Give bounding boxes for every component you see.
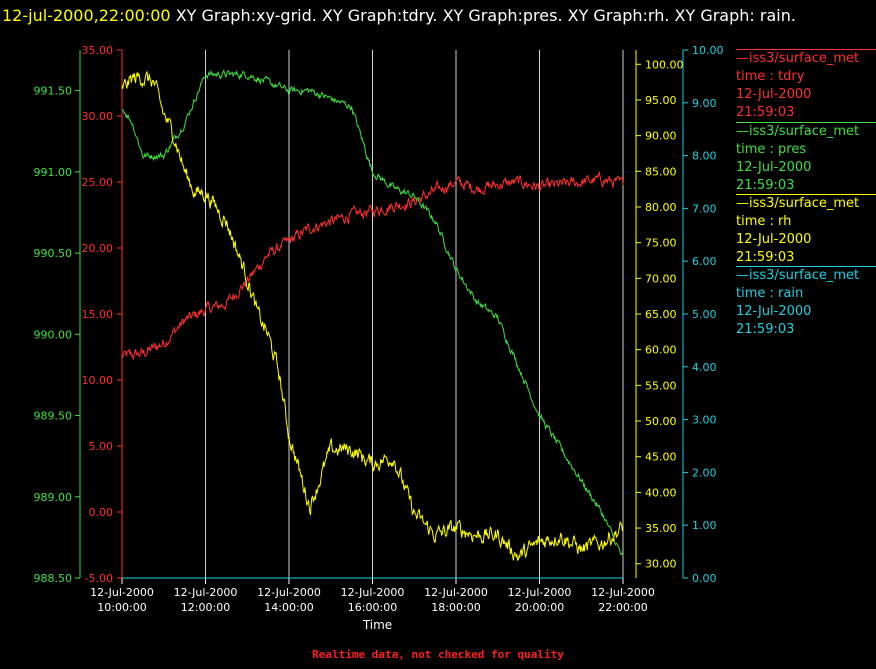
- x-tick-label-time: 20:00:00: [515, 601, 564, 614]
- legend-pres-source: —iss3/surface_met: [736, 124, 860, 139]
- rh-tick-label: 95.00: [645, 94, 677, 107]
- tdry-series-line: [121, 171, 624, 361]
- tdry-tick-label: 30.00: [82, 110, 114, 123]
- rain-tick-label: 2.00: [692, 466, 717, 479]
- x-tick-label-time: 22:00:00: [598, 601, 647, 614]
- x-tick-label-time: 10:00:00: [97, 601, 146, 614]
- rh-tick-label: 55.00: [645, 379, 677, 392]
- legend-rain-time: 21:59:03: [736, 322, 795, 337]
- tdry-tick-label: 5.00: [89, 440, 114, 453]
- legend-tdry-time: 21:59:03: [736, 105, 795, 120]
- legend-pres: —iss3/surface_met time : pres 12-Jul-200…: [736, 122, 876, 195]
- rain-tick-label: 8.00: [692, 150, 717, 163]
- rh-tick-label: 45.00: [645, 451, 677, 464]
- x-tick-label-date: 12-Jul-2000: [508, 586, 572, 599]
- x-tick-label-date: 12-Jul-2000: [424, 586, 488, 599]
- tdry-tick-label: 0.00: [89, 506, 114, 519]
- x-axis-label: Time: [362, 618, 392, 632]
- rain-tick-label: 7.00: [692, 202, 717, 215]
- rh-tick-label: 30.00: [645, 558, 677, 571]
- rh-tick-label: 85.00: [645, 165, 677, 178]
- tdry-tick-label: 10.00: [82, 374, 114, 387]
- legend-pres-date: 12-Jul-2000: [736, 160, 812, 175]
- legend-tdry-date: 12-Jul-2000: [736, 87, 812, 102]
- x-tick-label-time: 14:00:00: [264, 601, 313, 614]
- pres-tick-label: 990.00: [34, 328, 73, 341]
- pres-tick-label: 989.50: [34, 410, 73, 423]
- legend-rh-date: 12-Jul-2000: [736, 232, 812, 247]
- legend-rh-var: time : rh: [736, 214, 792, 229]
- pres-tick-label: 991.00: [34, 166, 73, 179]
- legend-rain: —iss3/surface_met time : rain 12-Jul-200…: [736, 266, 876, 339]
- rain-tick-label: 4.00: [692, 361, 717, 374]
- legend-tdry-source: —iss3/surface_met: [736, 51, 860, 66]
- x-tick-label-date: 12-Jul-2000: [90, 586, 154, 599]
- legend-rain-var: time : rain: [736, 286, 804, 301]
- header-timestamp: 12-jul-2000,22:00:00: [2, 6, 171, 25]
- rain-tick-label: 3.00: [692, 414, 717, 427]
- legend-tdry-rule: [736, 49, 876, 50]
- rh-series-line: [121, 70, 624, 562]
- x-tick-label-time: 16:00:00: [348, 601, 397, 614]
- x-tick-label-date: 12-Jul-2000: [257, 586, 321, 599]
- legend-pres-var: time : pres: [736, 142, 807, 157]
- rain-tick-label: 0.00: [692, 572, 717, 585]
- rh-tick-label: 40.00: [645, 486, 677, 499]
- legend-rh-rule: [736, 194, 876, 195]
- pres-tick-label: 991.50: [34, 85, 73, 98]
- tdry-tick-label: 20.00: [82, 242, 114, 255]
- legend-pres-time: 21:59:03: [736, 178, 795, 193]
- rain-tick-label: 6.00: [692, 255, 717, 268]
- rh-tick-label: 90.00: [645, 130, 677, 143]
- legend-tdry-var: time : tdry: [736, 69, 805, 84]
- legend-pres-rule: [736, 122, 876, 123]
- rain-tick-label: 10.00: [692, 44, 724, 57]
- x-tick-label-date: 12-Jul-2000: [341, 586, 405, 599]
- rain-tick-label: 5.00: [692, 308, 717, 321]
- pres-tick-label: 990.50: [34, 247, 73, 260]
- rh-tick-label: 50.00: [645, 415, 677, 428]
- header-graph-titles: XY Graph:xy-grid. XY Graph:tdry. XY Grap…: [175, 6, 796, 25]
- rh-tick-label: 75.00: [645, 237, 677, 250]
- x-tick-label-date: 12-Jul-2000: [591, 586, 655, 599]
- legend-rh: —iss3/surface_met time : rh 12-Jul-2000 …: [736, 194, 876, 267]
- pres-series-line: [121, 69, 624, 556]
- tdry-tick-label: 15.00: [82, 308, 114, 321]
- legend-rain-rule: [736, 266, 876, 267]
- rh-tick-label: 35.00: [645, 522, 677, 535]
- tdry-tick-label: 35.00: [82, 44, 114, 57]
- rh-tick-label: 60.00: [645, 344, 677, 357]
- x-tick-label-time: 12:00:00: [181, 601, 230, 614]
- x-tick-label-date: 12-Jul-2000: [174, 586, 238, 599]
- pres-tick-label: 988.50: [34, 572, 73, 585]
- tdry-tick-label: -5.00: [85, 572, 113, 585]
- rh-tick-label: 65.00: [645, 308, 677, 321]
- legend-rain-source: —iss3/surface_met: [736, 268, 860, 283]
- pres-tick-label: 989.00: [34, 491, 73, 504]
- rain-tick-label: 1.00: [692, 519, 717, 532]
- legend-rh-time: 21:59:03: [736, 250, 795, 265]
- legend-tdry: —iss3/surface_met time : tdry 12-Jul-200…: [736, 49, 876, 122]
- quality-disclaimer: Realtime data, not checked for quality: [312, 648, 564, 661]
- rain-tick-label: 9.00: [692, 97, 717, 110]
- rh-tick-label: 70.00: [645, 272, 677, 285]
- legend-rain-date: 12-Jul-2000: [736, 304, 812, 319]
- x-tick-label-time: 18:00:00: [431, 601, 480, 614]
- chart-header: 12-jul-2000,22:00:00 XY Graph:xy-grid. X…: [2, 2, 862, 30]
- legend-rh-source: —iss3/surface_met: [736, 196, 860, 211]
- tdry-tick-label: 25.00: [82, 176, 114, 189]
- rh-tick-label: 80.00: [645, 201, 677, 214]
- rh-tick-label: 100.00: [645, 58, 684, 71]
